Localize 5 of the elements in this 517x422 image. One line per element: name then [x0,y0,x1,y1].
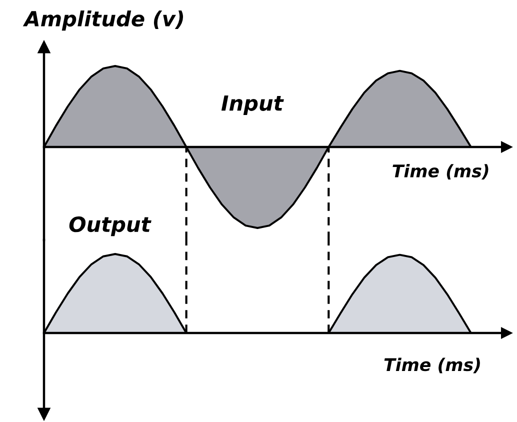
series-label: Input [221,95,284,115]
series-label: Output [69,216,152,236]
x-axis-title: Time (ms) [384,358,480,374]
x-axis-title: Time (ms) [392,164,488,180]
y-axis-title: Amplitude (v) [22,10,184,31]
